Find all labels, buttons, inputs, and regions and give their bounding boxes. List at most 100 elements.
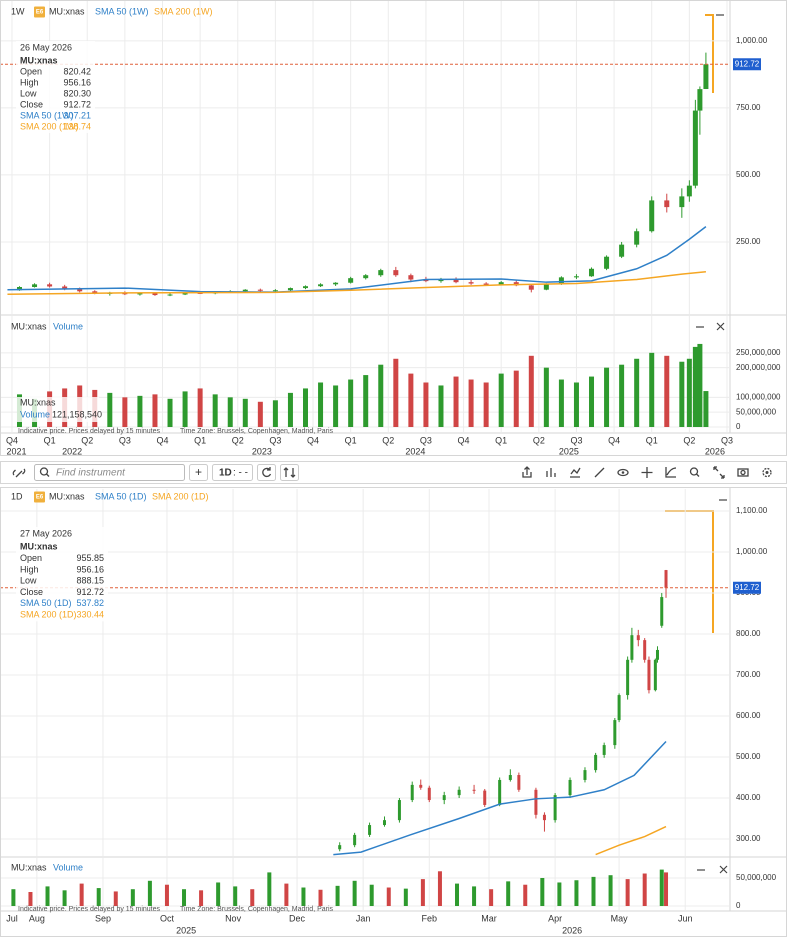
indicator-button[interactable] bbox=[570, 467, 581, 478]
draw-button[interactable] bbox=[594, 467, 605, 478]
volume-bar bbox=[137, 395, 143, 427]
refresh-button[interactable] bbox=[257, 464, 276, 481]
volume-name: Volume bbox=[53, 321, 83, 331]
x-tick-label: Q4 bbox=[307, 435, 319, 445]
volume-bar bbox=[664, 872, 669, 906]
info-date: 26 May 2026 bbox=[20, 42, 72, 52]
price-plot bbox=[1, 1, 729, 314]
volume-bar bbox=[438, 385, 444, 427]
snapshot-button[interactable] bbox=[737, 468, 749, 477]
x-tick-label: Q2 bbox=[533, 435, 545, 445]
volume-tick-label: 50,000,000 bbox=[736, 407, 777, 416]
volume-bar bbox=[472, 886, 477, 906]
volume-bar bbox=[182, 391, 188, 427]
volume-bar bbox=[523, 884, 528, 906]
candle-body bbox=[653, 659, 657, 691]
x-tick-label: Oct bbox=[160, 913, 175, 923]
volume-bar bbox=[591, 876, 596, 906]
zoom-button[interactable] bbox=[689, 467, 700, 477]
x-tick-label: Sep bbox=[95, 913, 111, 923]
info-value: 956.16 bbox=[76, 564, 104, 574]
candle-body bbox=[442, 795, 446, 801]
crosshair-button[interactable] bbox=[641, 467, 653, 478]
x-tick-label: May bbox=[611, 913, 629, 923]
close-button[interactable] bbox=[719, 865, 728, 874]
candle-body bbox=[643, 640, 647, 660]
y-tick-label: 600.00 bbox=[736, 711, 761, 720]
volume-bar bbox=[130, 889, 135, 906]
volume-bar bbox=[634, 358, 640, 427]
search-box[interactable] bbox=[34, 464, 185, 481]
volume-bar bbox=[257, 401, 263, 427]
candle-body bbox=[47, 284, 53, 287]
volume-bar bbox=[697, 343, 703, 427]
x-tick-label: Q1 bbox=[44, 435, 56, 445]
volume-bar bbox=[287, 392, 293, 427]
volume-bar bbox=[608, 875, 613, 906]
info-label: SMA 50 (1W) bbox=[20, 110, 74, 120]
refresh-icon bbox=[262, 467, 272, 478]
settings-button[interactable] bbox=[762, 467, 772, 478]
volume-bar bbox=[164, 884, 169, 906]
volume-bar bbox=[489, 889, 494, 906]
volume-plot bbox=[1, 316, 729, 432]
y-tick-label: 1,000.00 bbox=[736, 547, 768, 556]
volume-symbol: MU:xnas bbox=[11, 862, 47, 872]
last-price-box bbox=[733, 581, 761, 594]
interval-button[interactable] bbox=[212, 464, 253, 481]
candle-body bbox=[617, 695, 621, 721]
candle-body bbox=[573, 276, 579, 278]
candle-body bbox=[287, 288, 293, 291]
volume-tick-label: 200,000,000 bbox=[736, 363, 781, 372]
info-value: 912.72 bbox=[63, 99, 91, 109]
chart-type-button[interactable] bbox=[546, 468, 556, 477]
x-tick-label: Q3 bbox=[570, 435, 582, 445]
candle-body bbox=[468, 282, 474, 284]
info-box bbox=[16, 527, 108, 622]
add-button[interactable] bbox=[189, 464, 208, 481]
link-button[interactable] bbox=[12, 468, 26, 478]
volume-bar bbox=[301, 887, 306, 906]
y-tick-label: 400.00 bbox=[736, 793, 761, 802]
volume-bar bbox=[393, 358, 399, 427]
candle-body bbox=[272, 290, 278, 292]
volume-tick-label: 0 bbox=[736, 422, 741, 431]
candle-body bbox=[427, 787, 431, 801]
candle-body bbox=[197, 292, 203, 294]
candle-body bbox=[558, 277, 564, 285]
year-label: 2022 bbox=[62, 446, 82, 456]
info-label: Low bbox=[20, 576, 37, 586]
candle-body bbox=[167, 294, 173, 296]
exchange-badge bbox=[34, 491, 45, 503]
volume-bar bbox=[318, 382, 324, 427]
share-button[interactable] bbox=[522, 466, 532, 478]
volume-bar bbox=[378, 364, 384, 427]
volume-bar bbox=[659, 869, 664, 906]
volume-bar bbox=[272, 400, 278, 427]
exchange-badge bbox=[34, 6, 45, 18]
scale-button[interactable] bbox=[665, 467, 677, 478]
volume-bar bbox=[96, 888, 101, 906]
volume-bar bbox=[506, 881, 511, 906]
legend-entry: SMA 50 (1W) bbox=[95, 6, 149, 16]
exchange-badge-label: E6 bbox=[36, 10, 44, 16]
fullscreen-button[interactable] bbox=[713, 466, 725, 479]
note: Time Zone: Brussels, Copenhagen, Madrid,… bbox=[180, 906, 334, 913]
compare-button[interactable] bbox=[280, 464, 299, 481]
drawing-bracket bbox=[705, 14, 714, 93]
candle-body bbox=[542, 814, 546, 821]
candle-body bbox=[410, 784, 414, 801]
year-label: 2024 bbox=[405, 446, 425, 456]
candle-body bbox=[604, 256, 610, 269]
x-tick-label: Q3 bbox=[721, 435, 733, 445]
x-tick-label: Q4 bbox=[458, 435, 470, 445]
volume-bar bbox=[352, 880, 357, 906]
interval-suffix: : - - bbox=[233, 468, 248, 479]
volume-bar bbox=[303, 388, 309, 427]
volume-bar bbox=[543, 367, 549, 427]
view-button[interactable] bbox=[617, 468, 629, 477]
close-button[interactable] bbox=[716, 322, 725, 331]
panel-controls bbox=[696, 14, 728, 874]
candle-body bbox=[664, 570, 668, 588]
candle-body bbox=[378, 270, 384, 276]
